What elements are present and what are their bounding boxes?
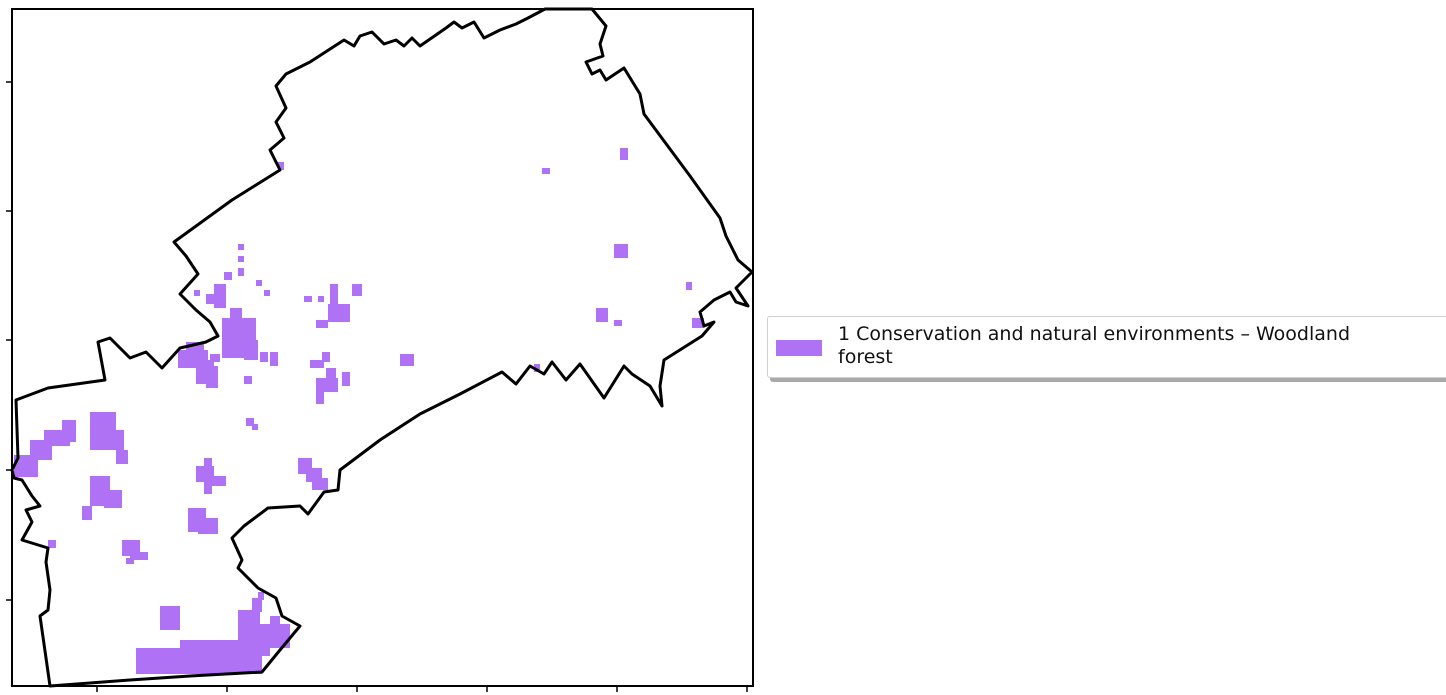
y-axis-ticks bbox=[6, 81, 12, 601]
forest-patch bbox=[686, 282, 692, 290]
forest-patch bbox=[270, 616, 280, 626]
forest-patch bbox=[130, 552, 148, 560]
forest-patch bbox=[246, 418, 254, 426]
forest-patch bbox=[400, 354, 414, 366]
forest-patch bbox=[206, 366, 218, 388]
forest-patch bbox=[310, 360, 324, 368]
forest-patch bbox=[126, 558, 134, 564]
forest-patch bbox=[252, 424, 258, 430]
forest-patch bbox=[542, 168, 550, 174]
forest-patch bbox=[82, 506, 92, 520]
forest-patch bbox=[160, 606, 180, 630]
forest-patch bbox=[304, 296, 312, 302]
forest-patch bbox=[270, 352, 278, 366]
forest-patch bbox=[230, 308, 242, 320]
forest-patch bbox=[210, 476, 226, 486]
forest-patch bbox=[186, 342, 204, 352]
forest-patch bbox=[194, 290, 200, 296]
forest-patch bbox=[104, 490, 122, 508]
forest-patch bbox=[318, 296, 324, 302]
forest-patch bbox=[122, 450, 128, 464]
forest-patch bbox=[614, 320, 622, 326]
forest-patch bbox=[238, 610, 260, 650]
forest-patch bbox=[264, 290, 270, 296]
forest-patch bbox=[534, 364, 540, 372]
forest-patch bbox=[210, 354, 220, 362]
map-frame bbox=[11, 8, 754, 687]
x-axis-ticks bbox=[96, 686, 748, 692]
forest-patch bbox=[256, 280, 262, 286]
boundary-outline bbox=[10, 7, 754, 688]
forest-patch bbox=[260, 352, 268, 362]
forest-patch bbox=[258, 592, 264, 600]
forest-patch bbox=[326, 368, 336, 382]
map-legend: 1 Conservation and natural environments … bbox=[767, 316, 1446, 378]
forest-patch bbox=[322, 352, 330, 362]
forest-patch bbox=[328, 304, 350, 322]
forest-patch bbox=[238, 256, 244, 262]
forest-patch bbox=[620, 148, 628, 160]
forest-patch bbox=[238, 268, 244, 276]
forest-patch bbox=[252, 598, 262, 612]
forest-patch bbox=[692, 318, 704, 328]
forest-patch bbox=[90, 412, 116, 450]
forest-patch bbox=[278, 162, 284, 170]
legend-swatch-woodland-forest bbox=[776, 340, 822, 356]
forest-patch bbox=[238, 244, 244, 250]
forest-patch bbox=[330, 284, 338, 306]
forest-patch bbox=[342, 372, 350, 386]
forest-patch bbox=[312, 478, 328, 490]
forest-patch bbox=[614, 244, 628, 258]
forest-patch bbox=[316, 320, 328, 328]
forest-patch bbox=[244, 376, 252, 384]
forest-patch bbox=[48, 540, 56, 548]
forest-patch bbox=[204, 458, 212, 494]
forest-patch bbox=[116, 430, 124, 464]
legend-label-woodland-forest: 1 Conservation and natural environments … bbox=[838, 323, 1351, 368]
forest-patch bbox=[244, 340, 258, 360]
forest-patch bbox=[316, 392, 324, 404]
forest-patch bbox=[62, 420, 76, 442]
forest-patch bbox=[198, 518, 218, 534]
woodland-forest-patches bbox=[14, 148, 704, 674]
forest-patch bbox=[14, 455, 38, 477]
forest-patch bbox=[206, 294, 220, 304]
forest-patch bbox=[224, 272, 232, 280]
forest-patch bbox=[596, 308, 608, 322]
forest-patch bbox=[352, 284, 362, 296]
